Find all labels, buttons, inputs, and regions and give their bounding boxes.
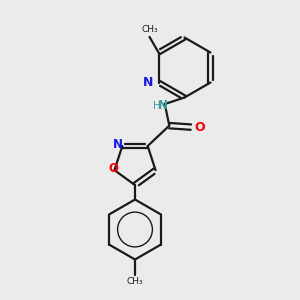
Text: CH₃: CH₃ xyxy=(141,26,158,34)
Text: N: N xyxy=(112,138,122,151)
Text: CH₃: CH₃ xyxy=(127,277,143,286)
Text: H: H xyxy=(152,100,160,110)
Text: O: O xyxy=(194,121,205,134)
Text: N: N xyxy=(158,99,168,112)
Text: O: O xyxy=(108,162,118,175)
Text: N: N xyxy=(143,76,153,89)
